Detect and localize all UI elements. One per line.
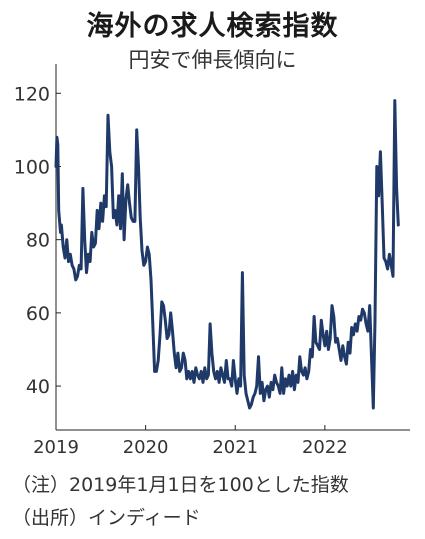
- chart-subtitle: 円安で伸長傾向に: [128, 48, 297, 72]
- y-tick-label: 60: [26, 303, 50, 325]
- chart-title: 海外の求人検索指数: [86, 11, 339, 42]
- x-tick-label: 2022: [302, 437, 348, 458]
- line-chart: 40 60 80 100 120 2019 2020 2021 2022: [14, 64, 410, 458]
- series-line: [54, 99, 400, 410]
- y-tick-label: 100: [14, 156, 50, 178]
- source-note: （出所）インディード: [12, 507, 201, 529]
- y-tick-label: 120: [14, 83, 50, 105]
- x-tick-label: 2019: [33, 437, 79, 458]
- footnote: （注）2019年1月1日を100とした指数: [12, 474, 349, 496]
- y-tick-label: 80: [26, 230, 50, 252]
- x-tick-label: 2021: [212, 437, 258, 458]
- y-tick-label: 40: [26, 376, 50, 398]
- x-tick-label: 2020: [123, 437, 169, 458]
